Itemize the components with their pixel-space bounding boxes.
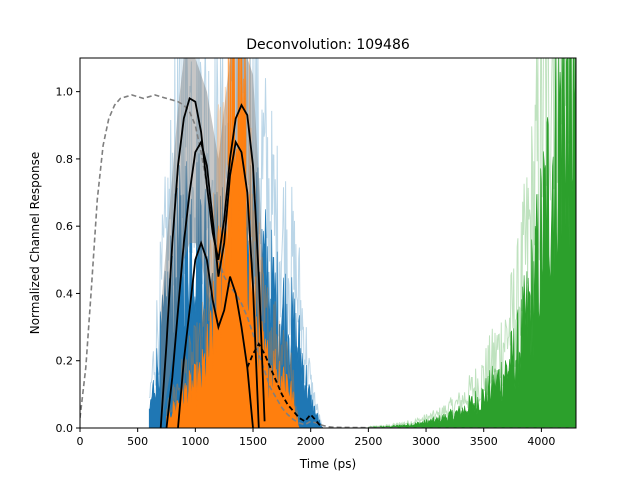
series-7-line bbox=[177, 240, 254, 428]
plot-frame bbox=[79, 57, 577, 429]
y-tick-label: 1.0 bbox=[56, 86, 74, 99]
series-2-fill bbox=[166, 58, 300, 428]
x-tick-label: 2000 bbox=[297, 435, 325, 448]
y-tick-label: 0.2 bbox=[56, 355, 74, 368]
data-layer bbox=[80, 58, 576, 428]
y-tick-label: 0.0 bbox=[56, 422, 74, 435]
series-8-line bbox=[246, 342, 323, 428]
y-tick-label: 0.6 bbox=[56, 220, 74, 233]
x-axis-label: Time (ps) bbox=[299, 457, 356, 471]
x-axis: 0 500 1000 1500 2000 2500 3000 3500 4000 bbox=[77, 428, 555, 448]
series-6-line bbox=[165, 139, 260, 428]
series-3-fill bbox=[368, 58, 576, 428]
series-0-line bbox=[80, 94, 576, 428]
series-3-spread bbox=[368, 58, 571, 428]
x-tick-label: 3000 bbox=[412, 435, 440, 448]
x-tick-label: 1500 bbox=[239, 435, 267, 448]
chart-title: Deconvolution: 109486 bbox=[246, 37, 410, 53]
y-axis-label: Normalized Channel Response bbox=[28, 152, 42, 335]
x-tick-label: 500 bbox=[127, 435, 148, 448]
x-tick-label: 1000 bbox=[181, 435, 209, 448]
x-tick-label: 4000 bbox=[527, 435, 555, 448]
y-tick-label: 0.8 bbox=[56, 153, 74, 166]
x-tick-label: 2500 bbox=[354, 435, 382, 448]
y-axis: 0.0 0.2 0.4 0.6 0.8 1.0 bbox=[56, 86, 80, 435]
x-tick-label: 3500 bbox=[470, 435, 498, 448]
series-2-spread bbox=[166, 58, 300, 426]
series-5-line bbox=[159, 97, 266, 428]
x-tick-label: 0 bbox=[77, 435, 84, 448]
y-tick-label: 0.4 bbox=[56, 287, 74, 300]
